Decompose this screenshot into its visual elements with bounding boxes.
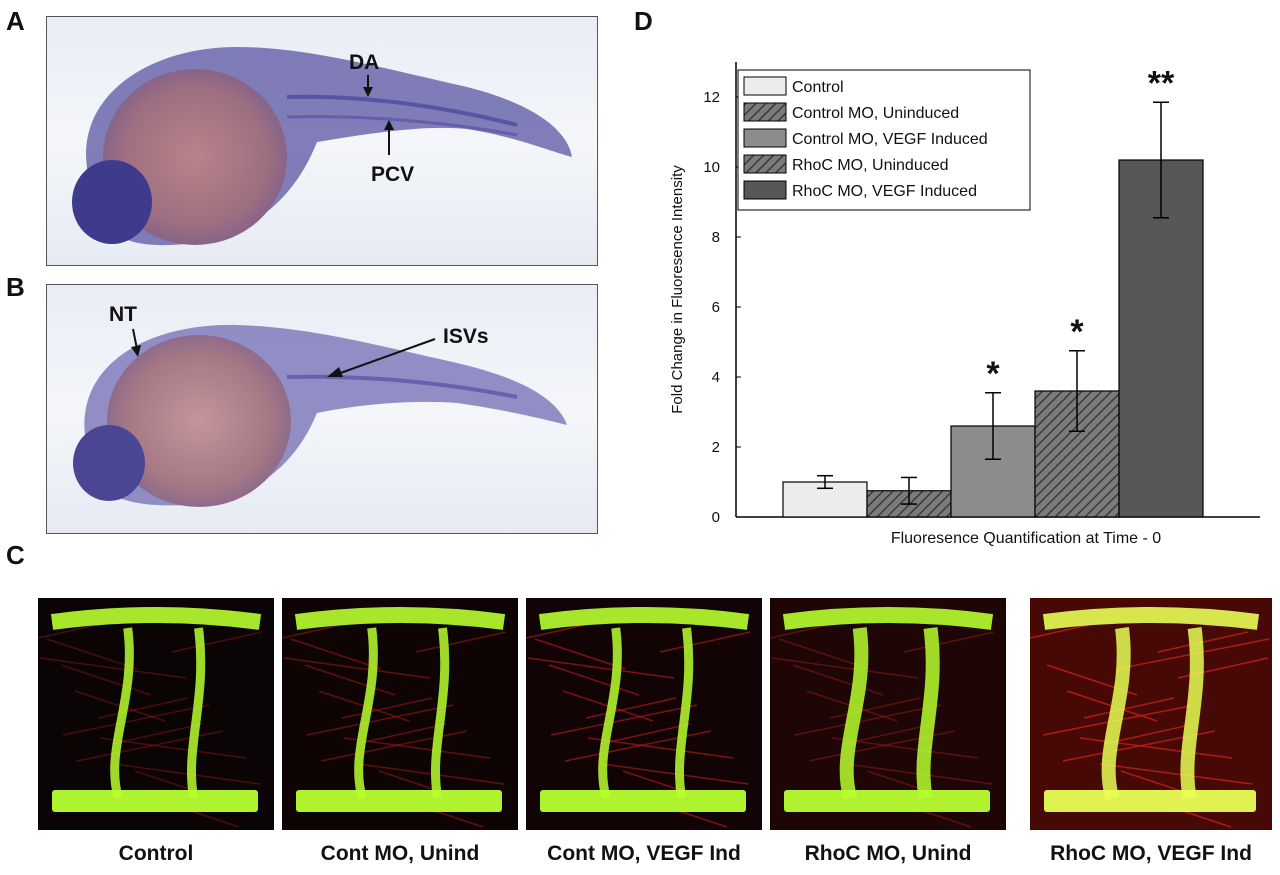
vessel-image-control	[38, 598, 274, 830]
bar	[1118, 159, 1204, 518]
legend-swatch	[743, 180, 787, 200]
legend-entry: Control	[792, 79, 844, 96]
caption-cont-mo-unind: Cont MO, Unind	[320, 842, 480, 865]
embryo-image-a: DA PCV	[46, 16, 598, 266]
legend-entry: RhoC MO, Uninduced	[792, 157, 949, 174]
label-pcv: PCV	[371, 163, 415, 186]
panel-c-letter: C	[6, 540, 25, 570]
label-nt: NT	[109, 303, 137, 326]
panel-b-letter: B	[6, 272, 25, 302]
caption-control: Control	[118, 842, 194, 865]
vessel-image-rhoc-mo-unind	[770, 598, 1006, 830]
significance-marker: *	[986, 355, 1000, 393]
panel-a-letter: A	[6, 6, 25, 36]
vessel-image-rhoc-mo-vegf	[1030, 598, 1272, 830]
significance-marker: *	[1070, 313, 1084, 351]
x-axis-label: Fluoresence Quantification at Time - 0	[891, 530, 1161, 547]
legend-entry: RhoC MO, VEGF Induced	[792, 183, 977, 200]
legend-swatch	[743, 128, 787, 148]
legend-entry: Control MO, VEGF Induced	[792, 131, 988, 148]
vessel-image-cont-mo-unind	[282, 598, 518, 830]
chart-svg: 0 2 4 6 8 10 12 Fold Change in Fluoresence Inte…	[669, 62, 1260, 547]
y-tick-label: 0	[712, 509, 720, 526]
legend-swatch	[743, 76, 787, 96]
legend-swatch	[743, 154, 787, 174]
fluorescence-bar-chart: 0 2 4 6 8 10 12 Fold Change in Fluoresence Inte…	[660, 40, 1280, 560]
embryo-image-b: NT ISVs	[46, 284, 598, 534]
y-tick-label: 2	[712, 439, 720, 456]
significance-marker: **	[1148, 64, 1175, 102]
y-tick-label: 10	[703, 159, 720, 176]
vessel-image-cont-mo-vegf	[526, 598, 762, 830]
y-tick-label: 8	[712, 229, 720, 246]
legend-swatch	[743, 102, 787, 122]
caption-rhoc-mo-unind: RhoC MO, Unind	[804, 842, 972, 865]
y-axis-label: Fold Change in Fluoresence Intensity	[669, 165, 686, 414]
label-isvs: ISVs	[443, 325, 489, 348]
caption-cont-mo-vegf: Cont MO, VEGF Ind	[547, 842, 741, 865]
caption-rhoc-mo-vegf: RhoC MO, VEGF Ind	[1050, 842, 1252, 865]
panel-d-letter: D	[634, 6, 653, 36]
label-da: DA	[349, 51, 380, 74]
legend-box	[737, 69, 1031, 211]
y-tick-label: 6	[712, 299, 720, 316]
y-tick-label: 4	[712, 369, 720, 386]
legend-entry: Control MO, Uninduced	[792, 105, 959, 122]
y-tick-label: 12	[703, 89, 720, 106]
